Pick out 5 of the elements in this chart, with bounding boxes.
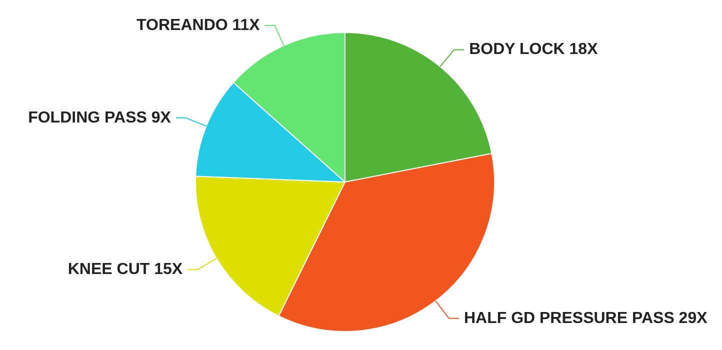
slice-label: TOREANDO 11X: [136, 16, 260, 34]
slice-label: HALF GD PRESSURE PASS 29X: [464, 310, 708, 327]
slice-label: KNEE CUT 15X: [68, 261, 183, 278]
slice-label: FOLDING PASS 9X: [28, 109, 172, 126]
slice-label: BODY LOCK 18X: [469, 41, 598, 58]
